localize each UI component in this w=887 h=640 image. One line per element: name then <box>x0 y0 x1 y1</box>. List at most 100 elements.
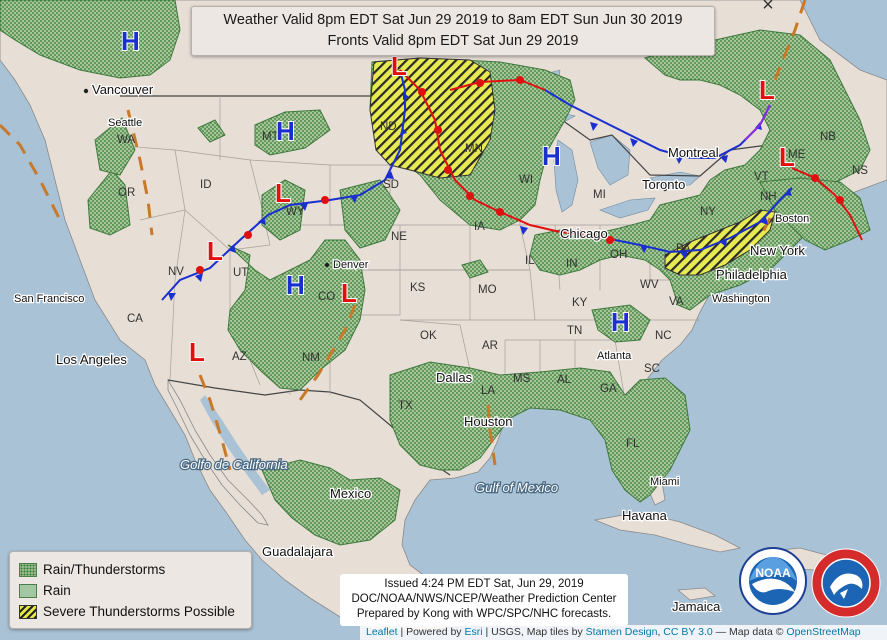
state-labels: WA OR CA NV ID MT WY UT AZ CO NM ND SD N… <box>117 121 868 450</box>
land-baja <box>167 378 269 526</box>
city-label: Dallas <box>436 370 473 385</box>
state-label: IA <box>474 221 485 233</box>
city-label: Boston <box>775 213 809 225</box>
state-label: NH <box>760 191 777 203</box>
state-label: MO <box>478 284 497 296</box>
legend-label: Rain <box>43 583 71 598</box>
land-cuba <box>593 511 742 553</box>
warm-front-symbols <box>196 76 844 274</box>
rain-thunderstorms-swatch <box>19 562 37 577</box>
noaa-logo-text: NOAA <box>755 566 791 580</box>
fronts <box>161 69 863 301</box>
city-label: Atlanta <box>597 350 632 362</box>
state-label: GA <box>600 383 617 395</box>
state-label: PA <box>676 243 691 255</box>
attribution-text: | Powered by <box>397 626 465 638</box>
state-label: WI <box>519 174 533 186</box>
state-label: IL <box>525 255 535 267</box>
warm-front-north <box>449 78 546 91</box>
issued-info: Issued 4:24 PM EDT Sat, Jun 29, 2019 DOC… <box>340 574 628 626</box>
leaflet-link[interactable]: Leaflet <box>366 626 398 638</box>
high-pressure: H <box>276 116 295 146</box>
esri-link[interactable]: Esri <box>464 626 483 638</box>
sea-label: Golfo de California <box>180 457 288 472</box>
osm-link[interactable]: OpenStreetMap <box>786 626 861 638</box>
state-label: NY <box>700 206 716 218</box>
issued-time: Issued 4:24 PM EDT Sat, Jun 29, 2019 <box>384 578 584 590</box>
state-label: WV <box>640 279 659 291</box>
state-label: FL <box>626 438 640 450</box>
issuing-agency: DOC/NOAA/NWS/NCEP/Weather Prediction Cen… <box>351 593 617 605</box>
rain-swatch <box>19 583 37 598</box>
low-pressure: L <box>391 51 407 81</box>
city-label: Montreal <box>668 145 719 160</box>
troughs <box>0 0 807 471</box>
state-label: SD <box>383 179 399 191</box>
city-label: Mexico <box>330 486 371 501</box>
city-label: Houston <box>464 414 512 429</box>
legend-item-rain-thunderstorms: Rain/Thunderstorms <box>19 559 251 580</box>
nws-logo[interactable] <box>810 547 882 619</box>
high-pressure: H <box>121 26 140 56</box>
low-pressure: L <box>275 178 291 208</box>
state-label: NE <box>391 231 407 243</box>
stamen-link[interactable]: Stamen Design <box>585 626 658 638</box>
state-label: MT <box>262 131 279 143</box>
city-label: San Francisco <box>14 293 84 305</box>
low-pressure: L <box>189 337 205 367</box>
state-label: KS <box>410 282 426 294</box>
state-label: NM <box>302 352 320 364</box>
state-label: LA <box>481 385 495 397</box>
state-label: MN <box>465 143 483 155</box>
city-label: Havana <box>622 508 668 523</box>
city-label: Toronto <box>642 177 685 192</box>
state-label: ID <box>200 179 212 191</box>
state-label: TN <box>567 325 582 337</box>
city-label: Philadelphia <box>716 267 788 282</box>
low-pressure: L <box>341 278 357 308</box>
state-label: AL <box>557 374 572 386</box>
map-title: Weather Valid 8pm EDT Sat Jun 29 2019 to… <box>191 6 715 56</box>
state-label: TX <box>398 400 413 412</box>
state-label: ME <box>788 149 806 161</box>
cold-front-symbols <box>168 92 792 301</box>
city-label: Seattle <box>108 117 142 129</box>
state-label: OK <box>420 330 437 342</box>
city-label: Denver <box>333 259 369 271</box>
severe-swatch <box>19 604 37 619</box>
state-label: SC <box>644 363 660 375</box>
state-label: VA <box>669 296 684 308</box>
city-label: Miami <box>650 476 679 488</box>
state-label: NV <box>168 266 184 278</box>
state-label: WY <box>286 206 305 218</box>
city-label: Los Angeles <box>56 352 127 367</box>
state-label: CO <box>318 291 335 303</box>
map-attribution: Leaflet | Powered by Esri | USGS, Map ti… <box>360 625 887 640</box>
valid-time-line: Weather Valid 8pm EDT Sat Jun 29 2019 to… <box>223 12 683 28</box>
city-label: Jamaica <box>672 599 721 614</box>
noaa-logo[interactable]: NOAA <box>738 546 808 616</box>
state-label: MS <box>513 373 531 385</box>
prepared-by: Prepared by Kong with WPC/SPC/NHC foreca… <box>356 608 612 620</box>
cc-link[interactable]: CC BY 3.0 <box>663 626 713 638</box>
city-label: Washington <box>712 293 770 305</box>
state-label: ND <box>380 121 397 133</box>
state-label: IN <box>566 258 578 270</box>
state-label: MI <box>593 189 606 201</box>
high-pressure: H <box>286 270 305 300</box>
warm-front-atlantic <box>791 167 863 241</box>
high-pressure: H <box>542 141 561 171</box>
city-label: New York <box>750 243 805 258</box>
close-icon[interactable]: × <box>762 0 774 16</box>
state-label: KY <box>572 297 588 309</box>
occluded-front <box>744 104 771 141</box>
attribution-text: — Map data © <box>712 626 787 638</box>
city-label: Guadalajara <box>262 544 334 559</box>
state-label: AR <box>482 340 498 352</box>
state-label: UT <box>233 267 248 279</box>
cold-front-west <box>161 69 406 301</box>
sea-label: Gulf of Mexico <box>475 480 558 495</box>
attribution-text: | USGS, Map tiles by <box>482 626 586 638</box>
state-label: AZ <box>232 351 247 363</box>
